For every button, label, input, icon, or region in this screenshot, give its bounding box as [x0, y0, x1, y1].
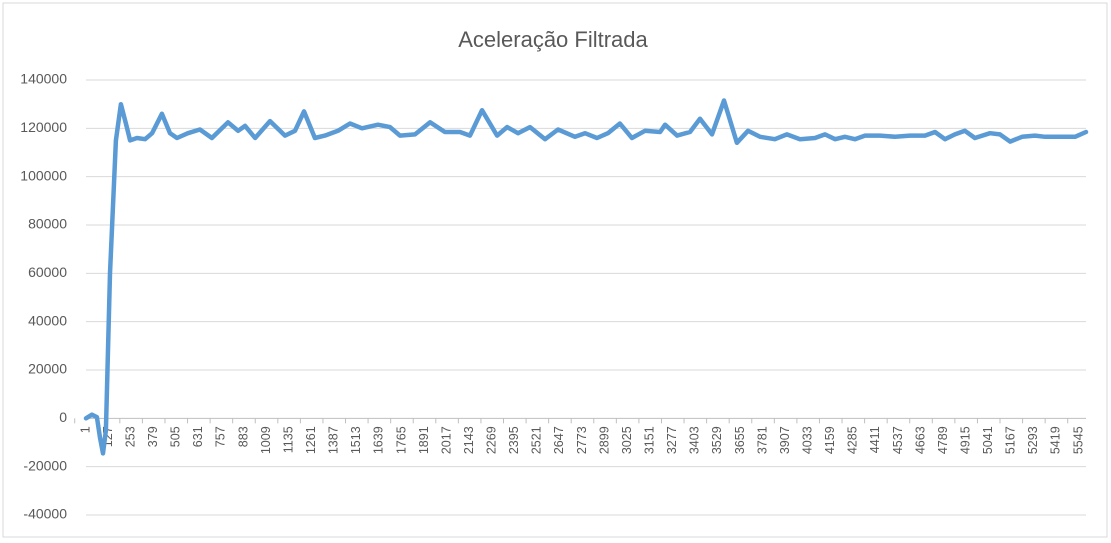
- x-tick-label: 505: [169, 426, 183, 447]
- x-tick-label: 1765: [394, 426, 408, 454]
- x-tick-label: 2647: [552, 426, 566, 454]
- x-tick-label: 5419: [1049, 426, 1063, 454]
- x-tick-label: 1: [78, 426, 92, 433]
- x-tick-label: 4663: [913, 426, 927, 454]
- x-tick-label: 2899: [597, 426, 611, 454]
- x-tick-label: 3907: [778, 426, 792, 454]
- x-tick-label: 5041: [981, 426, 995, 454]
- x-tick-label: 3151: [643, 426, 657, 454]
- x-tick-label: 5545: [1071, 426, 1085, 454]
- x-tick-label: 2143: [462, 426, 476, 454]
- x-tick-label: 1261: [304, 426, 318, 454]
- chart-title: Aceleração Filtrada: [458, 27, 648, 52]
- x-tick-label: 3781: [755, 426, 769, 454]
- x-tick-label: 1891: [417, 426, 431, 454]
- y-tick-label: 60000: [28, 264, 67, 280]
- data-line: [83, 98, 1089, 456]
- x-tick-label: 3025: [620, 426, 634, 454]
- x-tick-label: 631: [191, 426, 205, 447]
- y-tick-label: 40000: [28, 312, 67, 328]
- y-tick-label: -20000: [23, 457, 67, 473]
- x-tick-label: 4033: [800, 426, 814, 454]
- y-tick-label: 20000: [28, 361, 67, 377]
- x-tick-label: 3277: [665, 426, 679, 454]
- y-tick-label: 0: [59, 409, 67, 425]
- x-tick-label: 5293: [1026, 426, 1040, 454]
- y-tick-label: 120000: [20, 119, 67, 135]
- x-tick-label: 2395: [507, 426, 521, 454]
- x-tick-label: 2017: [439, 426, 453, 454]
- x-tick-label: 3529: [710, 426, 724, 454]
- y-tick-label: -40000: [23, 506, 67, 522]
- x-tick-label: 1513: [349, 426, 363, 454]
- x-tick-label: 3655: [733, 426, 747, 454]
- x-tick-label: 4159: [823, 426, 837, 454]
- x-tick-label: 1009: [259, 426, 273, 454]
- x-tick-label: 4537: [891, 426, 905, 454]
- x-tick-label: 379: [146, 426, 160, 447]
- x-tick-label: 2773: [575, 426, 589, 454]
- x-tick-label: 4789: [936, 426, 950, 454]
- y-tick-label: 100000: [20, 167, 67, 183]
- y-tick-label: 140000: [20, 71, 67, 87]
- x-tick-label: 757: [214, 426, 228, 447]
- x-tick-label: 1639: [372, 426, 386, 454]
- x-tick-label: 1387: [327, 426, 341, 454]
- x-tick-label: 2521: [530, 426, 544, 454]
- x-tick-label: 253: [123, 426, 137, 447]
- x-tick-label: 4411: [868, 426, 882, 453]
- x-tick-label: 4285: [846, 426, 860, 454]
- x-tick-label: 2269: [485, 426, 499, 454]
- x-tick-label: 3403: [688, 426, 702, 454]
- x-tick-label: 1135: [281, 426, 295, 453]
- x-tick-label: 883: [236, 426, 250, 447]
- y-tick-label: 80000: [28, 216, 67, 232]
- x-tick-label: 5167: [1004, 426, 1018, 454]
- x-tick-label: 4915: [958, 426, 972, 454]
